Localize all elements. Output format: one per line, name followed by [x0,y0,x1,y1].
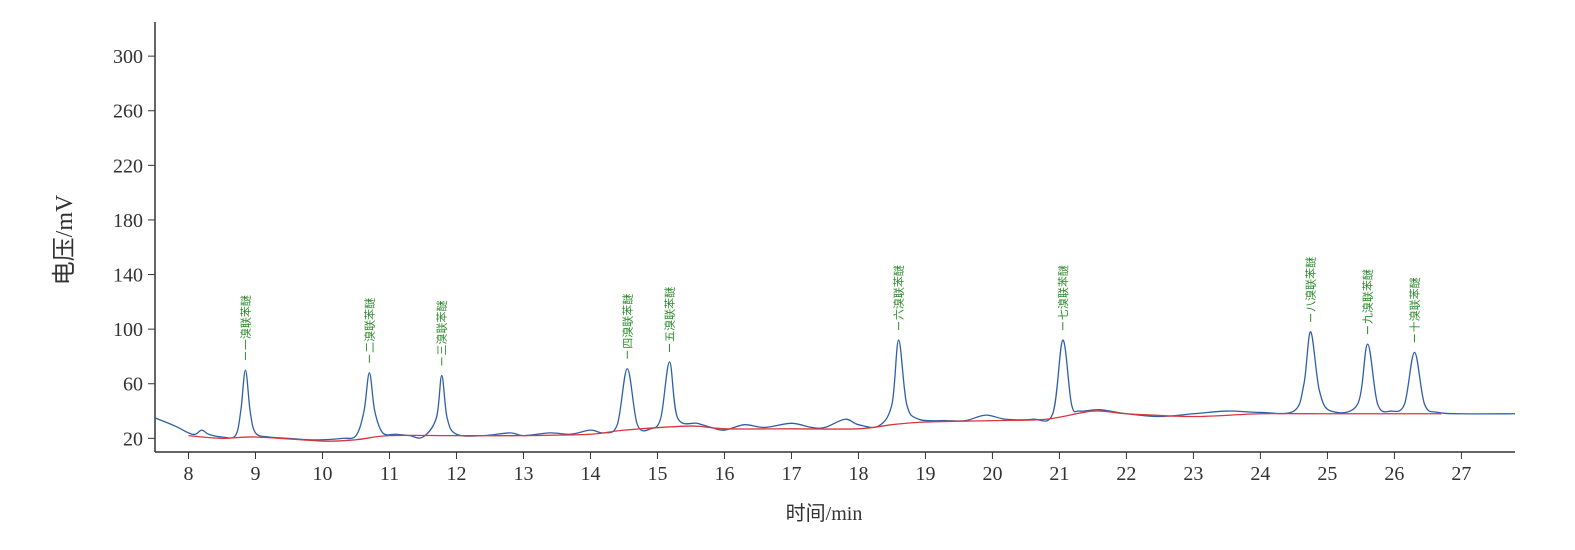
annotation: 五溴联苯醚 [663,287,677,342]
x-tick-label: 16 [714,463,734,485]
x-tick-label: 23 [1183,463,1203,485]
trace [154,331,1516,441]
x-tick-label: 14 [580,463,600,485]
x-tick-label: 22 [1116,463,1136,485]
x-tick-label: 20 [982,463,1002,485]
annotation: 四溴联苯醚 [620,294,634,349]
annotation: 三溴联苯醚 [435,301,449,356]
x-tick-label: 12 [446,463,466,485]
y-axis-label: 电压/mV [51,194,78,285]
x-tick-label: 18 [848,463,868,485]
x-tick-label: 26 [1384,463,1404,485]
annotation: 二溴联苯醚 [362,298,376,353]
trace [188,410,1442,442]
y-tick-label: 100 [113,319,143,341]
annotation: 六溴联苯醚 [892,265,906,320]
x-tick-label: 24 [1250,463,1270,485]
y-tick-label: 300 [113,46,143,68]
annotation: 九溴联苯醚 [1361,269,1375,324]
x-tick-label: 25 [1317,463,1337,485]
annotation: 一溴联苯醚 [238,295,252,350]
y-tick-label: 180 [113,210,143,232]
annotation: 七溴联苯醚 [1056,265,1070,320]
y-tick-label: 20 [123,428,143,450]
x-tick-label: 8 [183,463,193,485]
annotation: 十溴联苯醚 [1408,277,1422,332]
y-tick-label: 140 [113,265,143,287]
y-tick-label: 260 [113,101,143,123]
x-tick-label: 11 [380,463,399,485]
x-tick-label: 21 [1049,463,1069,485]
x-tick-label: 13 [513,463,533,485]
x-tick-label: 9 [250,463,260,485]
x-axis-label: 时间/min [786,502,863,525]
y-tick-label: 60 [123,374,143,396]
x-tick-label: 10 [312,463,332,485]
x-tick-label: 17 [781,463,801,485]
x-tick-label: 27 [1451,463,1471,485]
x-tick-label: 19 [915,463,935,485]
annotation: 八溴联苯醚 [1304,257,1318,312]
x-tick-label: 15 [647,463,667,485]
y-tick-label: 220 [113,155,143,177]
